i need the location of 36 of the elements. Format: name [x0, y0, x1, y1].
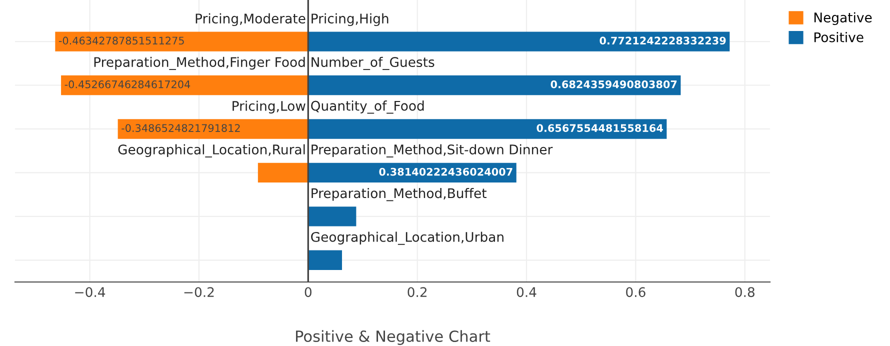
- bar: [308, 75, 681, 96]
- y-tick-label: Geographical_Location,Urban: [311, 232, 504, 245]
- data-label: 0.6567554481558164: [536, 124, 663, 132]
- bar: [61, 75, 308, 96]
- y-tick-label: Quantity_of_Food: [311, 100, 424, 114]
- data-label: -0.46342787851511275: [58, 36, 184, 45]
- bar: [55, 32, 308, 52]
- x-tick-label: −0.4: [75, 287, 106, 298]
- bar: [258, 162, 308, 183]
- bar: [308, 206, 356, 226]
- x-tick-label: 0.2: [408, 287, 427, 298]
- data-label: 0.6824359490803807: [550, 80, 677, 88]
- x-tick-label: 0.6: [626, 287, 646, 298]
- y-tick-label: Preparation_Method,Buffet: [312, 188, 487, 202]
- data-label: -0.45266746284617204: [64, 80, 190, 88]
- x-tick-label: −0.2: [184, 287, 214, 298]
- annotation: Pricing,Low: [232, 100, 306, 114]
- bar: [308, 32, 730, 52]
- bar: [118, 119, 308, 139]
- annotation: Geographical_Location,Rural: [118, 144, 305, 158]
- data-label: 0.38140222436024007: [379, 168, 512, 176]
- data-label: 0.7721242228332239: [600, 36, 726, 45]
- x-tick-label: 0: [304, 287, 312, 298]
- annotation: Pricing,Moderate: [196, 13, 306, 26]
- bar: [308, 119, 667, 139]
- y-tick-label: Number_of_Guests: [312, 56, 434, 70]
- x-tick-label: 0.8: [735, 287, 754, 298]
- y-tick-label: Pricing,High: [312, 13, 388, 26]
- y-tick-label: Preparation_Method,Sit-down Dinner: [312, 144, 553, 158]
- x-tick-label: 0.4: [516, 287, 536, 298]
- legend-label: Positive: [814, 32, 864, 42]
- data-label: -0.3486524821791812: [122, 124, 240, 132]
- bar: [308, 250, 342, 270]
- annotation: Preparation_Method,Finger Food: [94, 56, 305, 70]
- x-axis-title: Positive & Negative Chart: [296, 330, 490, 345]
- legend-label: Negative: [814, 12, 872, 26]
